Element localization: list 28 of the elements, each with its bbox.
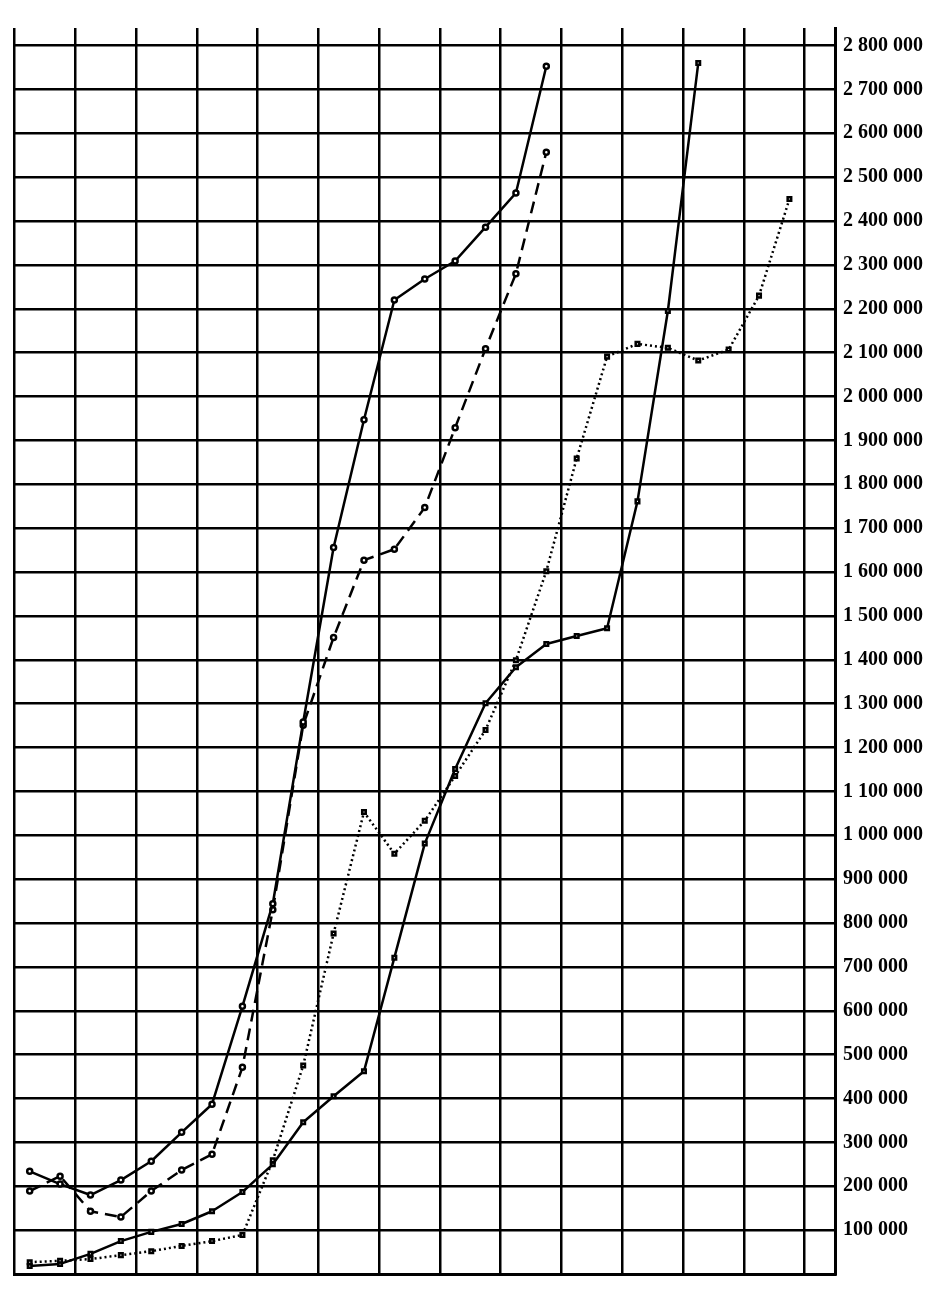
y-tick-label: 2 400 000 [843,208,923,231]
y-tick-label: 2 600 000 [843,120,923,143]
y-tick-label: 1 000 000 [843,822,923,845]
y-tick-label: 100 000 [843,1217,908,1240]
y-tick-label: 600 000 [843,997,908,1020]
y-tick-label: 800 000 [843,910,908,933]
y-tick-label: 1 300 000 [843,690,923,713]
y-tick-label: 400 000 [843,1085,908,1108]
y-tick-label: 300 000 [843,1129,908,1152]
y-tick-label: 900 000 [843,866,908,889]
y-tick-label: 2 300 000 [843,252,923,275]
y-tick-label: 1 600 000 [843,559,923,582]
y-tick-label: 200 000 [843,1173,908,1196]
y-tick-label: 1 500 000 [843,603,923,626]
y-tick-label: 2 000 000 [843,383,923,406]
y-tick-label: 700 000 [843,954,908,977]
y-tick-label: 2 800 000 [843,32,923,55]
y-tick-label: 500 000 [843,1041,908,1064]
y-tick-label: 2 500 000 [843,164,923,187]
y-tick-label: 2 700 000 [843,76,923,99]
y-tick-label: 2 200 000 [843,295,923,318]
y-tick-label: 1 100 000 [843,778,923,801]
y-tick-label: 1 700 000 [843,515,923,538]
y-tick-label: 1 200 000 [843,734,923,757]
y-tick-label: 2 100 000 [843,339,923,362]
y-tick-label: 1 800 000 [843,471,923,494]
y-tick-label: 1 900 000 [843,427,923,450]
y-tick-label: 1 400 000 [843,646,923,669]
